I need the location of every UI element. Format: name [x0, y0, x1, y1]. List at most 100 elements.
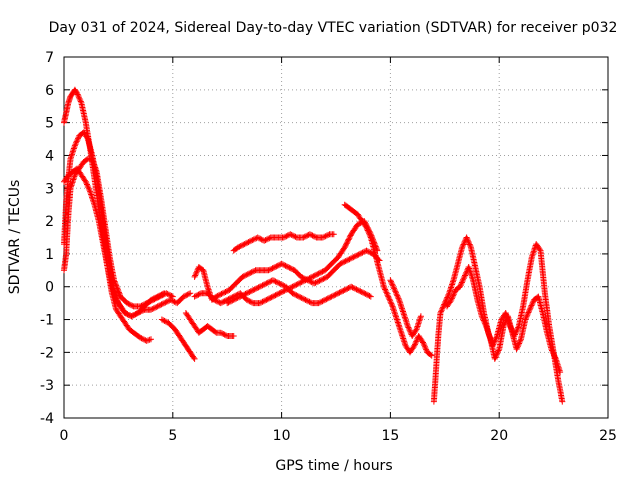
data-point [319, 298, 326, 305]
data-point [112, 279, 119, 286]
data-point [283, 263, 290, 270]
data-point [457, 282, 464, 289]
data-point [223, 288, 230, 295]
data-point [321, 275, 328, 282]
data-point [242, 290, 249, 297]
data-point [445, 291, 452, 298]
data-point [319, 268, 326, 275]
data-point [250, 287, 257, 293]
data-point [459, 244, 466, 251]
data-point [287, 265, 294, 272]
data-point [191, 293, 198, 300]
data-point [194, 292, 201, 299]
series-track-n [444, 264, 564, 376]
data-point [247, 298, 254, 305]
data-point [387, 297, 394, 304]
data-point [392, 288, 399, 295]
data-point [257, 235, 264, 242]
data-point [345, 256, 352, 263]
data-points [61, 86, 566, 405]
data-point [404, 323, 411, 330]
data-point [450, 292, 457, 299]
data-point [260, 281, 267, 288]
data-point [215, 292, 222, 299]
data-point [229, 297, 236, 304]
data-point [324, 295, 331, 302]
data-point [423, 346, 430, 353]
data-point [289, 266, 295, 272]
plot-frame [63, 56, 609, 419]
data-point [309, 232, 316, 239]
data-point [491, 355, 498, 362]
data-point [383, 289, 390, 296]
data-point [217, 291, 224, 298]
data-point [232, 296, 238, 303]
data-point [299, 295, 306, 302]
data-point [74, 90, 81, 97]
data-point [321, 233, 328, 240]
data-point [275, 290, 282, 297]
data-point [84, 134, 91, 141]
data-point [277, 281, 284, 288]
data-point [305, 275, 312, 282]
data-point [279, 281, 285, 288]
data-point [284, 232, 291, 239]
data-point [244, 239, 251, 246]
data-point [529, 299, 536, 306]
series-track-h [230, 231, 337, 254]
data-point [302, 296, 309, 303]
data-point [443, 297, 449, 304]
data-point [167, 296, 174, 303]
data-point [342, 258, 349, 265]
data-point [185, 290, 192, 297]
data-point [550, 351, 557, 358]
data-point [141, 301, 148, 308]
data-point [235, 244, 242, 251]
data-point [137, 303, 144, 310]
data-point [421, 343, 428, 350]
data-point [267, 294, 274, 301]
data-point [514, 344, 521, 351]
data-point [271, 292, 278, 299]
data-point [460, 241, 467, 248]
data-point [247, 269, 254, 276]
data-point [165, 291, 172, 298]
data-point [145, 299, 151, 306]
data-point [304, 232, 311, 239]
data-point [250, 236, 257, 243]
data-point [245, 297, 252, 304]
data-point [246, 298, 253, 305]
data-point [341, 244, 348, 251]
data-point [346, 256, 353, 263]
data-point [77, 97, 84, 104]
data-point [337, 260, 344, 267]
data-point [258, 283, 265, 290]
data-point [343, 257, 350, 264]
data-point [341, 287, 348, 293]
data-point [237, 243, 244, 249]
data-point [219, 290, 226, 297]
data-point [301, 277, 308, 284]
data-point [251, 286, 258, 293]
data-point [345, 237, 351, 244]
data-point [524, 310, 531, 317]
data-point [526, 308, 532, 315]
data-point [466, 240, 472, 247]
data-point [460, 275, 467, 282]
data-point [273, 263, 280, 270]
data-point [213, 298, 220, 305]
data-point [146, 298, 153, 305]
data-point [361, 290, 368, 297]
data-point [297, 279, 304, 286]
data-point [367, 293, 374, 300]
data-point [467, 242, 474, 249]
data-point [161, 317, 168, 324]
data-point [152, 304, 158, 311]
series-track-c [61, 155, 176, 310]
data-point [184, 291, 191, 298]
data-point [220, 298, 227, 305]
series-track-m [430, 234, 566, 405]
data-point [306, 298, 313, 305]
data-point [559, 398, 566, 405]
data-point [462, 271, 469, 278]
